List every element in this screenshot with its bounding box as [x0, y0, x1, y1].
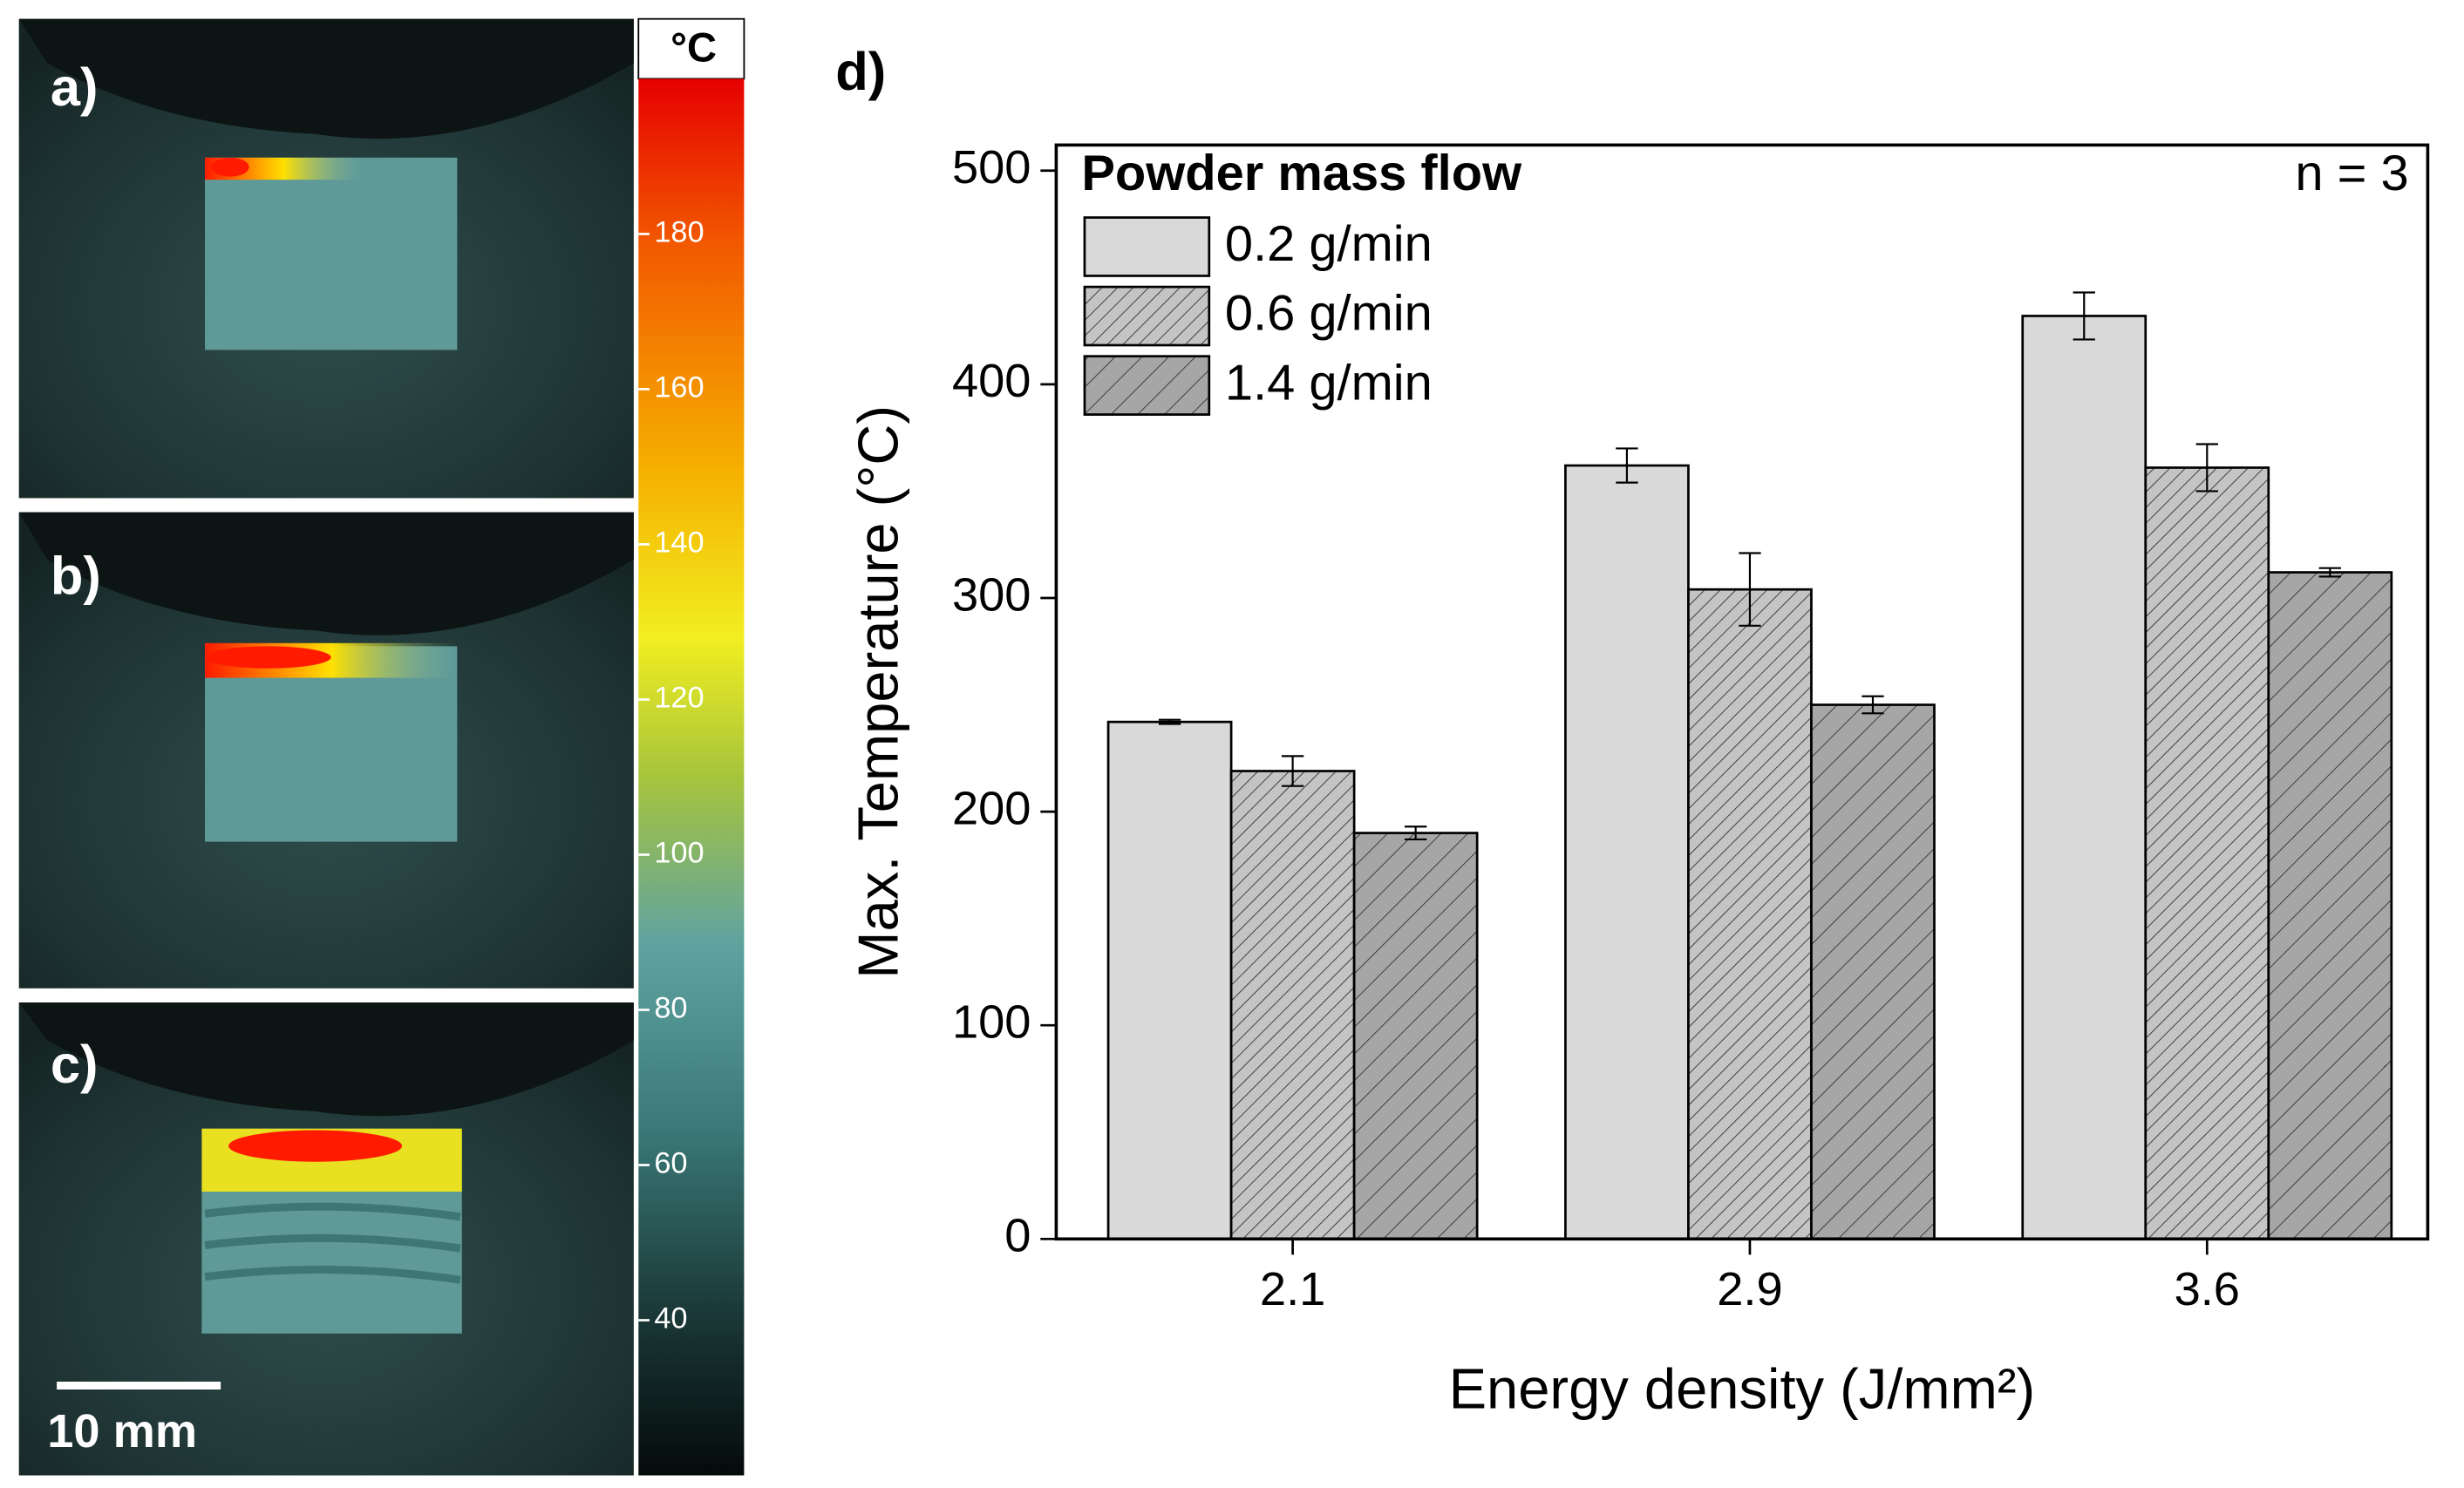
- legend-swatch: [1083, 285, 1211, 347]
- y-tick-label: 0: [1004, 1210, 1031, 1262]
- scale-bar-label: 10 mm: [47, 1405, 197, 1457]
- y-tick-label: 400: [952, 355, 1031, 407]
- error-bar: [2318, 567, 2341, 578]
- error-bar: [1158, 718, 1181, 725]
- colorbar-tick-label: 40: [654, 1302, 687, 1335]
- colorbar-tick-label: 140: [654, 527, 704, 560]
- y-tick-label: 200: [952, 782, 1031, 834]
- bar: [2267, 571, 2393, 1240]
- y-tick-label: 500: [952, 141, 1031, 194]
- colorbar-tick-label: 100: [654, 837, 704, 870]
- error-bar: [1281, 755, 1304, 787]
- error-bar: [1862, 695, 1884, 715]
- error-bar: [1616, 447, 1638, 484]
- legend-title: Powder mass flow: [1081, 146, 1522, 201]
- x-axis-label: Energy density (J/mm²): [1449, 1357, 2036, 1421]
- panel-label: b): [51, 547, 101, 607]
- bar: [2021, 315, 2147, 1240]
- colorbar-tick-label: 80: [654, 992, 687, 1025]
- legend-label: 0.6 g/min: [1225, 286, 1433, 342]
- bar: [1810, 703, 1936, 1240]
- bar: [1106, 720, 1233, 1240]
- colorbar-tick-label: 120: [654, 682, 704, 715]
- thermal-panel-c: [18, 1002, 634, 1476]
- legend-swatch: [1083, 355, 1211, 416]
- panel-label: c): [51, 1035, 99, 1095]
- bar: [1564, 464, 1690, 1240]
- error-bar: [2073, 291, 2095, 341]
- error-bar: [1404, 826, 1427, 841]
- x-tick-label: 3.6: [2175, 1263, 2240, 1315]
- bar: [1352, 832, 1479, 1240]
- bar: [2144, 466, 2270, 1240]
- bar: [1229, 770, 1356, 1240]
- y-tick-label: 100: [952, 996, 1031, 1049]
- colorbar-label: °C: [670, 24, 717, 70]
- y-tick-label: 300: [952, 568, 1031, 621]
- annotation: n = 3: [2295, 146, 2408, 201]
- panel-label: a): [51, 58, 99, 118]
- legend-swatch: [1083, 216, 1211, 277]
- colorbar: °C: [637, 17, 745, 1476]
- panel-label: d): [835, 42, 886, 102]
- thermal-panel-b: [18, 512, 634, 989]
- thermal-panel-a: [18, 18, 634, 499]
- colorbar-tick-label: 160: [654, 371, 704, 404]
- plot-frame: [1054, 143, 2430, 1241]
- colorbar-tick-label: 180: [654, 216, 704, 249]
- legend-label: 1.4 g/min: [1225, 355, 1433, 411]
- error-bar: [2195, 443, 2218, 493]
- error-bar: [1739, 552, 1761, 627]
- bar: [1687, 588, 1813, 1240]
- x-tick-label: 2.1: [1260, 1263, 1325, 1315]
- x-tick-label: 2.9: [1717, 1263, 1782, 1315]
- y-axis-label: Max. Temperature (°C): [847, 405, 910, 979]
- colorbar-tick-label: 60: [654, 1147, 687, 1180]
- legend-label: 0.2 g/min: [1225, 216, 1433, 272]
